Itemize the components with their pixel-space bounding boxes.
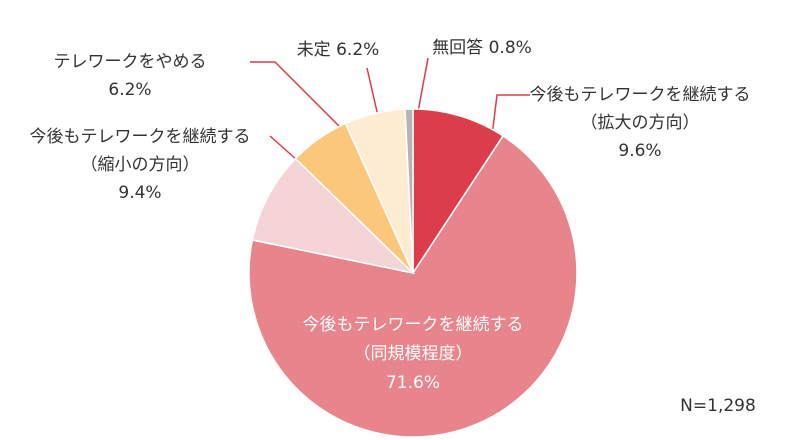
- value-label: 6.2%: [108, 80, 151, 100]
- leader-line: [250, 61, 342, 129]
- leader-line: [269, 135, 298, 161]
- leader-line: [366, 67, 379, 117]
- slice-label: （拡大の方向）: [581, 113, 700, 133]
- slices: [248, 108, 578, 438]
- slice-label: テレワークをやめる: [54, 52, 207, 72]
- slice-label: （同規模程度）: [354, 344, 473, 364]
- pie-slice: [251, 157, 416, 275]
- value-label: 9.4%: [118, 183, 161, 203]
- value-label: 0.8%: [489, 38, 532, 58]
- value-label: 6.2%: [336, 40, 379, 60]
- slice-label: 今後もテレワークを継続する: [303, 315, 524, 335]
- leader-line: [417, 57, 429, 113]
- slice-label: 未定 6.2%: [297, 40, 380, 60]
- slice-label: 今後もテレワークを継続する: [30, 127, 251, 147]
- pie-slice: [248, 134, 578, 438]
- slice-label: 無回答 0.8%: [432, 38, 532, 58]
- pie-slice: [404, 108, 414, 274]
- pie-slice: [412, 108, 505, 276]
- label-name: 無回答: [432, 38, 483, 58]
- slice-label: 今後もテレワークを継続する: [530, 85, 751, 105]
- note: N=1,298: [680, 396, 756, 416]
- value-label: 9.6%: [618, 141, 661, 161]
- value-label: 71.6%: [386, 373, 440, 393]
- label-name: 未定: [297, 40, 331, 60]
- slice-label: （縮小の方向）: [81, 155, 200, 175]
- leader-line: [491, 94, 530, 137]
